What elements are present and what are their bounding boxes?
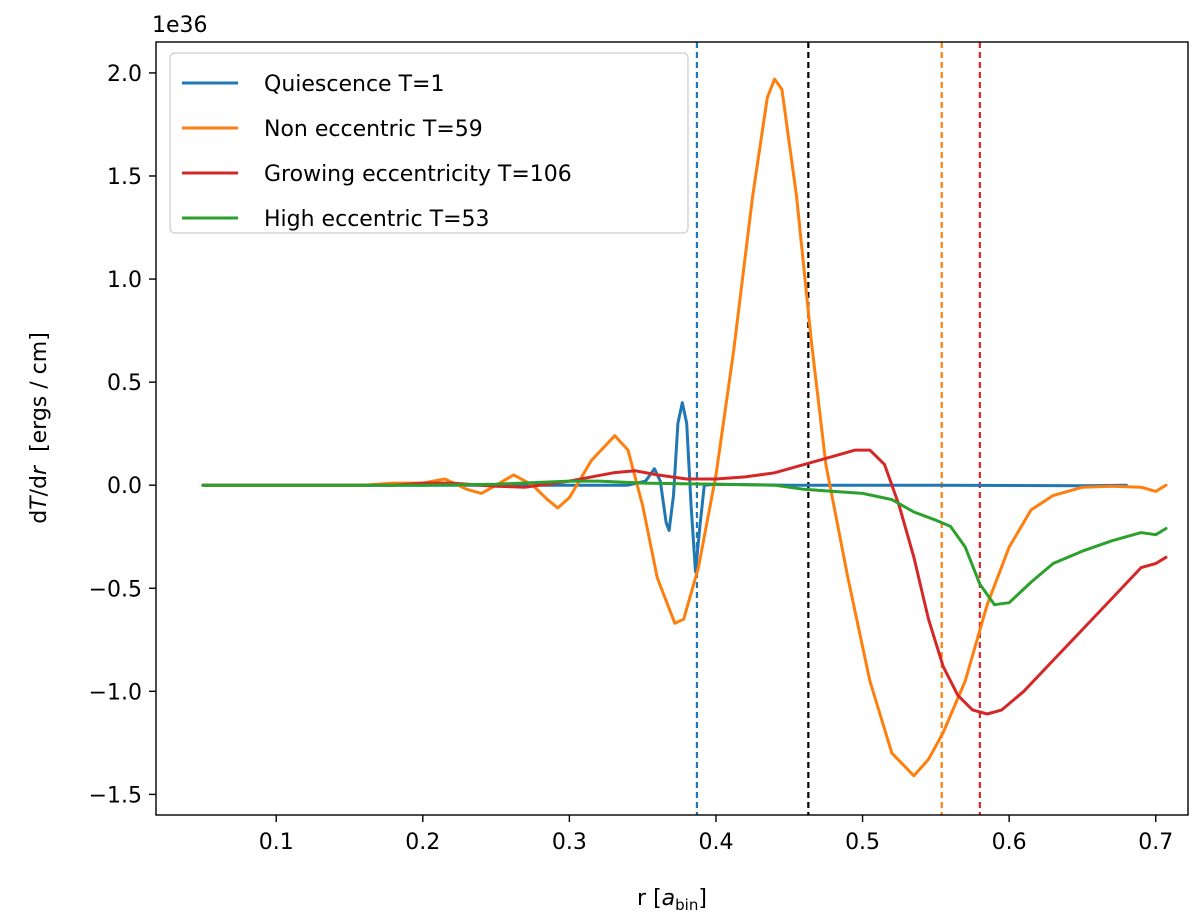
x-axis-ticks: 0.1 0.2 0.3 0.4 0.5 0.6 0.7 <box>259 815 1173 855</box>
y-tick-label-0: −1.5 <box>89 783 142 808</box>
y-tick-label-5: 1.0 <box>107 268 142 293</box>
y-scale-offset: 1e36 <box>152 13 208 38</box>
y-tick-label-6: 1.5 <box>107 165 142 190</box>
x-tick-label-2: 0.3 <box>552 830 587 855</box>
x-axis-label: r [abin] <box>637 886 707 914</box>
plot-frame <box>155 41 1189 816</box>
series-line-2 <box>201 448 1168 716</box>
series-line-1 <box>201 77 1168 778</box>
x-tick-label-5: 0.6 <box>992 830 1027 855</box>
legend-label-1: Non eccentric T=59 <box>264 117 483 142</box>
x-tick-label-1: 0.2 <box>405 830 440 855</box>
y-tick-label-2: −0.5 <box>89 577 142 602</box>
y-tick-label-1: −1.0 <box>89 680 142 705</box>
series-line-0 <box>201 401 1128 574</box>
legend: Quiescence T=1 Non eccentric T=59 Growing … <box>169 52 689 234</box>
x-tick-label-6: 0.7 <box>1138 830 1173 855</box>
y-axis-label: dT/dr [ergs / cm] <box>27 332 52 524</box>
series-line-3 <box>201 479 1168 607</box>
y-tick-label-4: 0.5 <box>107 371 142 396</box>
series-layer <box>201 77 1168 778</box>
y-axis-ticks: −1.5 −1.0 −0.5 0.0 0.5 1.0 1.5 2.0 <box>89 62 156 808</box>
reference-lines <box>695 42 981 815</box>
y-tick-label-3: 0.0 <box>107 474 142 499</box>
x-tick-label-0: 0.1 <box>259 830 294 855</box>
x-tick-label-3: 0.4 <box>698 830 733 855</box>
legend-label-3: High eccentric T=53 <box>264 207 490 232</box>
x-tick-label-4: 0.5 <box>845 830 880 855</box>
y-tick-label-7: 2.0 <box>107 62 142 87</box>
legend-label-2: Growing eccentricity T=106 <box>264 162 572 187</box>
legend-box <box>169 52 689 234</box>
legend-label-0: Quiescence T=1 <box>264 72 444 97</box>
